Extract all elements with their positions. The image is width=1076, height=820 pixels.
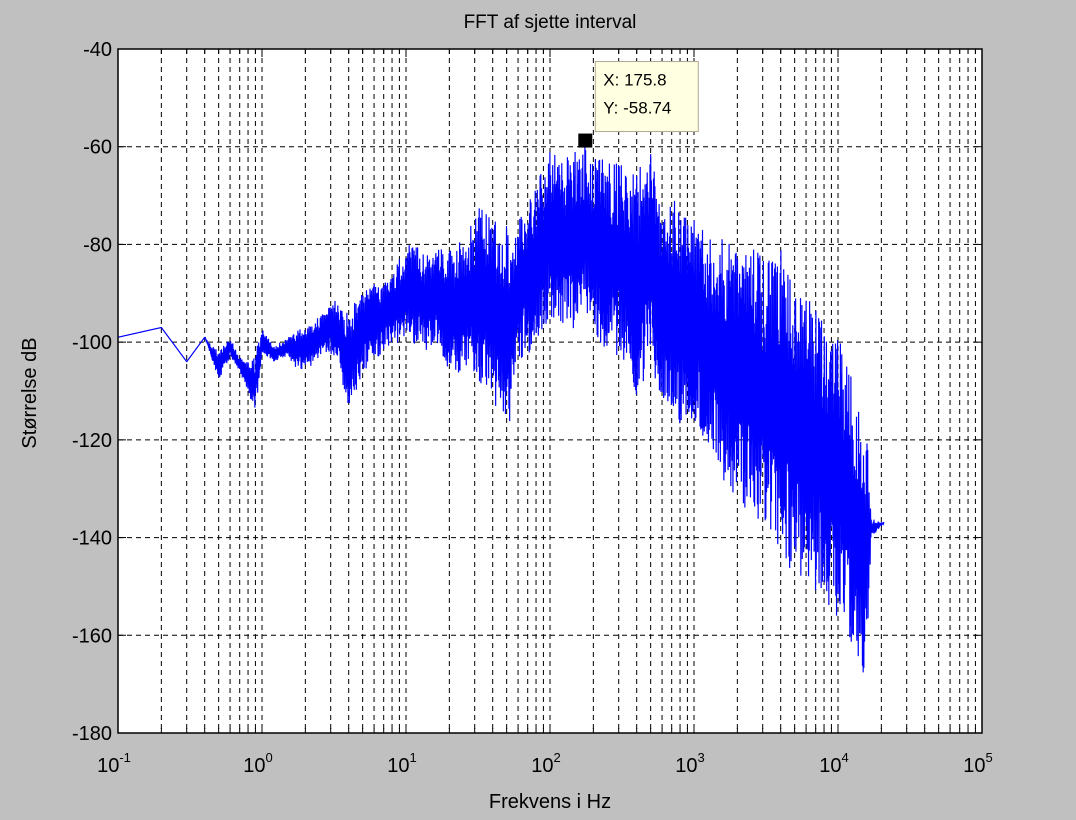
datatip-marker xyxy=(578,133,593,148)
y-axis-label: Størrelse dB xyxy=(19,337,41,448)
chart-title: FFT af sjette interval xyxy=(464,12,637,33)
y-tick-label: -80 xyxy=(83,234,112,256)
x-tick-label: 100 xyxy=(243,750,272,777)
y-tick-label: -40 xyxy=(83,39,112,61)
axis-ticks xyxy=(117,48,983,734)
y-tick-labels: -40 -60 -80 -100 -120 -140 -160 -180 xyxy=(72,39,112,745)
datatip[interactable]: X: 175.8 Y: -58.74 xyxy=(578,61,699,148)
series-group xyxy=(117,144,885,673)
x-tick-label: 103 xyxy=(675,750,704,777)
x-tick-label: 101 xyxy=(387,750,416,777)
x-tick-label: 105 xyxy=(963,750,992,777)
y-tick-label: -180 xyxy=(72,723,112,745)
x-tick-label: 10-1 xyxy=(97,750,131,777)
y-tick-label: -120 xyxy=(72,430,112,452)
y-tick-label: -100 xyxy=(72,332,112,354)
x-tick-label: 104 xyxy=(819,750,848,777)
series-line xyxy=(117,144,885,673)
y-tick-label: -60 xyxy=(83,137,112,159)
datatip-y-text: Y: -58.74 xyxy=(603,99,671,118)
x-tick-labels: 10-1 100 101 102 103 104 105 xyxy=(97,750,993,777)
datatip-box xyxy=(594,61,699,133)
y-tick-label: -140 xyxy=(72,528,112,550)
x-axis-label: Frekvens i Hz xyxy=(489,791,611,813)
y-tick-label: -160 xyxy=(72,625,112,647)
datatip-x-text: X: 175.8 xyxy=(603,71,666,90)
x-tick-label: 102 xyxy=(531,750,560,777)
